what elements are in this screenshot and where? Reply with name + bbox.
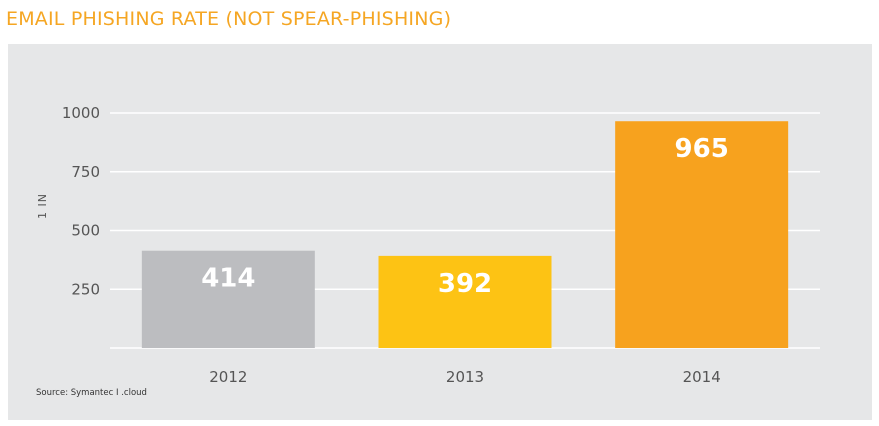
x-category-label: 2013: [446, 368, 484, 386]
y-axis-label: 1 IN: [36, 193, 49, 219]
bar-value-label: 414: [201, 264, 255, 294]
x-category-label: 2012: [209, 368, 247, 386]
bar-2012: [141, 250, 315, 348]
x-axis-categories: 2012 2013 2014: [209, 368, 721, 386]
y-axis-ticks: 250 500 750 1000: [62, 104, 100, 298]
value-labels: 414 392 965: [201, 134, 729, 299]
bar-2013: [378, 255, 552, 348]
x-category-label: 2014: [683, 368, 721, 386]
source-note: Source: Symantec I .cloud: [36, 388, 147, 398]
bar-2014: [615, 121, 789, 348]
y-tick-label: 250: [71, 280, 100, 298]
bar-value-label: 392: [438, 269, 492, 299]
y-tick-label: 750: [71, 163, 100, 181]
y-tick-label: 500: [71, 222, 100, 240]
bars: [141, 121, 789, 348]
chart-title: EMAIL PHISHING RATE (NOT SPEAR-PHISHING): [6, 8, 452, 30]
y-tick-label: 1000: [62, 104, 100, 122]
bar-value-label: 965: [675, 134, 729, 164]
